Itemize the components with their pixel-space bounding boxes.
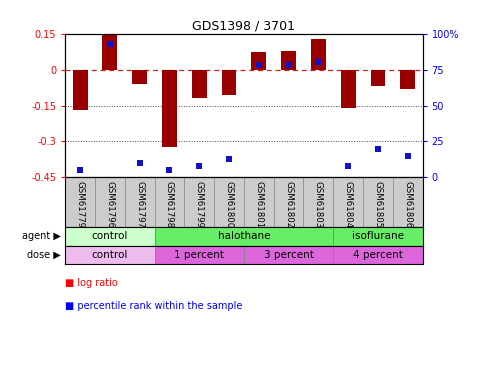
Bar	[244, 246, 333, 264]
Bar	[333, 246, 423, 264]
Title: GDS1398 / 3701: GDS1398 / 3701	[192, 20, 296, 33]
Text: halothane: halothane	[218, 231, 270, 241]
Bar	[214, 177, 244, 226]
Bar	[341, 70, 355, 108]
Bar	[274, 177, 303, 226]
Bar	[155, 226, 333, 246]
Point	[344, 163, 352, 169]
Bar	[155, 177, 185, 226]
Text: 4 percent: 4 percent	[353, 250, 403, 260]
Text: GSM61796: GSM61796	[105, 181, 114, 228]
Text: GSM61806: GSM61806	[403, 181, 412, 228]
Bar	[393, 177, 423, 226]
Text: GSM61797: GSM61797	[135, 181, 144, 228]
Bar	[72, 70, 87, 110]
Text: dose ▶: dose ▶	[27, 250, 60, 260]
Bar	[162, 70, 177, 147]
Point	[136, 160, 143, 166]
Bar	[303, 177, 333, 226]
Point	[404, 153, 412, 159]
Text: 3 percent: 3 percent	[264, 250, 313, 260]
Point	[195, 163, 203, 169]
Bar	[125, 177, 155, 226]
Point	[285, 62, 293, 68]
Text: GSM61798: GSM61798	[165, 181, 174, 228]
Text: isoflurane: isoflurane	[352, 231, 404, 241]
Point	[314, 60, 322, 66]
Text: agent ▶: agent ▶	[22, 231, 60, 241]
Bar	[192, 70, 207, 98]
Point	[166, 167, 173, 173]
Text: ■ percentile rank within the sample: ■ percentile rank within the sample	[65, 301, 242, 310]
Bar	[155, 246, 244, 264]
Bar	[333, 226, 423, 246]
Bar	[244, 177, 274, 226]
Bar	[65, 246, 155, 264]
Bar	[95, 177, 125, 226]
Bar	[222, 70, 237, 95]
Text: 1 percent: 1 percent	[174, 250, 224, 260]
Bar	[65, 177, 95, 226]
Text: GSM61800: GSM61800	[225, 181, 233, 228]
Bar	[65, 226, 155, 246]
Text: GSM61804: GSM61804	[344, 181, 353, 228]
Text: control: control	[92, 250, 128, 260]
Text: GSM61803: GSM61803	[314, 181, 323, 228]
Bar	[132, 70, 147, 84]
Bar	[370, 70, 385, 86]
Text: control: control	[92, 231, 128, 241]
Bar	[400, 70, 415, 89]
Text: GSM61799: GSM61799	[195, 181, 204, 228]
Text: GSM61805: GSM61805	[373, 181, 383, 228]
Bar	[311, 39, 326, 70]
Bar	[333, 177, 363, 226]
Point	[255, 62, 263, 68]
Text: GSM61802: GSM61802	[284, 181, 293, 228]
Point	[374, 146, 382, 152]
Bar	[363, 177, 393, 226]
Text: GSM61779: GSM61779	[76, 181, 85, 228]
Bar	[102, 35, 117, 70]
Text: ■ log ratio: ■ log ratio	[65, 278, 118, 288]
Point	[106, 41, 114, 47]
Bar	[251, 52, 266, 70]
Point	[76, 167, 84, 173]
Bar	[281, 51, 296, 70]
Point	[225, 156, 233, 162]
Bar	[185, 177, 214, 226]
Text: GSM61801: GSM61801	[255, 181, 263, 228]
